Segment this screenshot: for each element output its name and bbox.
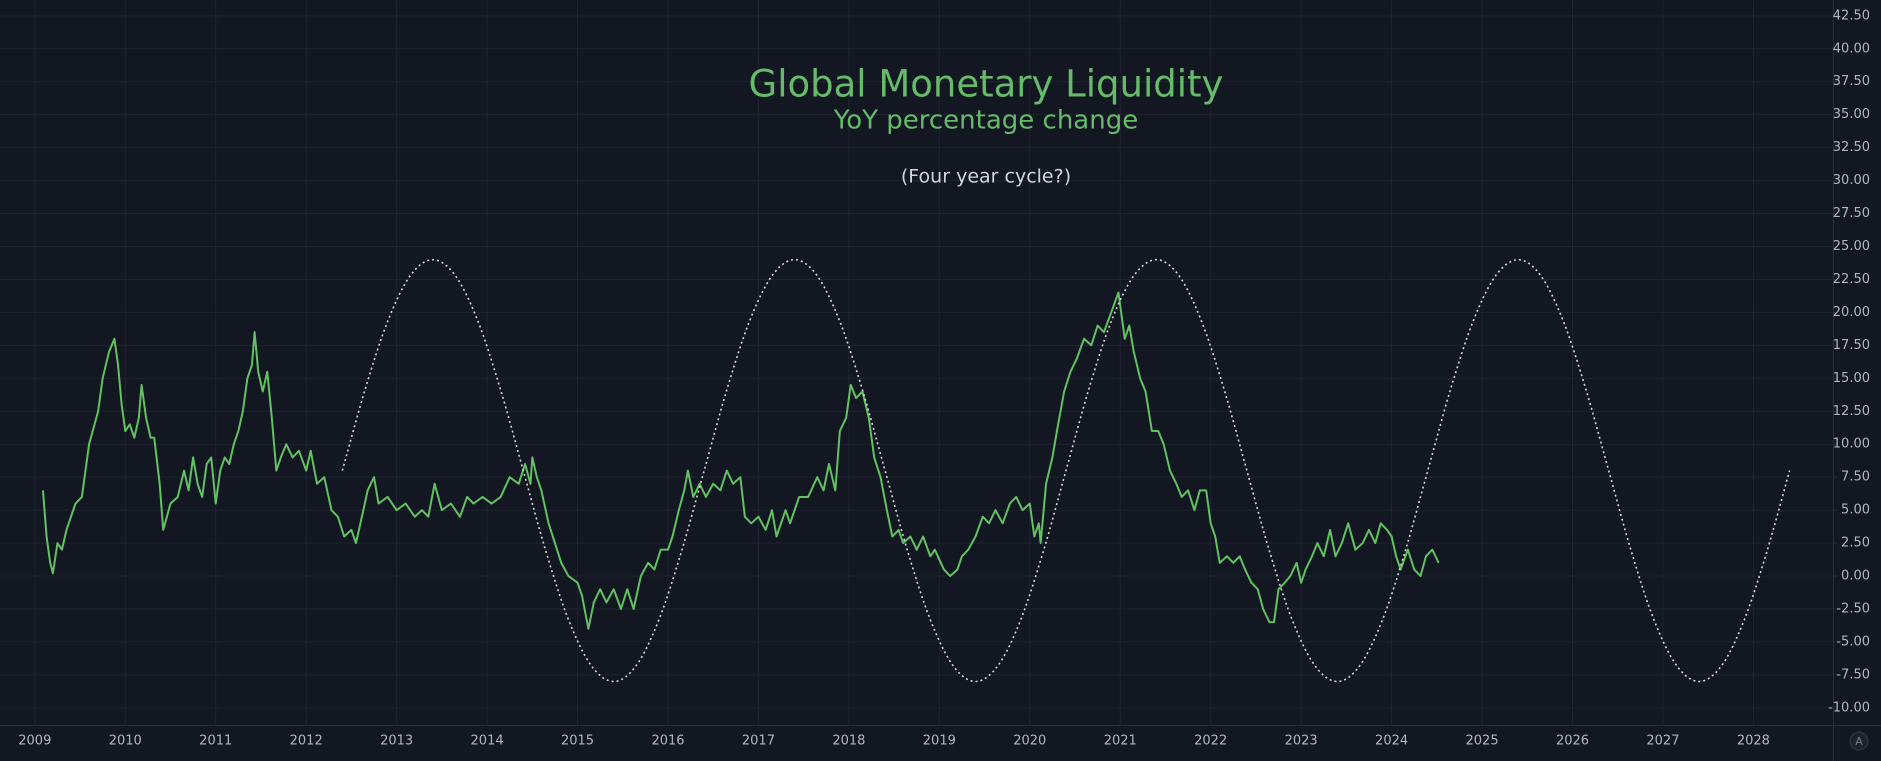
x-tick-label: 2020 [1013,734,1046,749]
x-tick-label: 2019 [923,734,956,749]
x-tick-label: 2018 [832,734,865,749]
y-tick-label: -2.50 [1836,602,1870,617]
y-tick-label: 30.00 [1833,173,1870,188]
y-tick-label: 0.00 [1841,569,1870,584]
y-tick-label: 17.50 [1833,338,1870,353]
axes: -10.00 -7.50 -5.00 -2.50 0.00 2.50 5.00 7.50 10.… [18,8,1870,748]
x-tick-label: 2015 [561,734,594,749]
y-tick-label: 37.50 [1833,74,1870,89]
auto-scale-button[interactable]: A [1855,735,1863,748]
y-tick-label: 27.50 [1833,206,1870,221]
y-tick-label: 5.00 [1841,503,1870,518]
x-tick-label: 2025 [1466,734,1499,749]
x-tick-label: 2026 [1556,734,1589,749]
x-tick-label: 2022 [1194,734,1227,749]
y-tick-label: 35.00 [1833,107,1870,122]
x-tick-label: 2011 [199,734,232,749]
y-tick-label: 10.00 [1833,437,1870,452]
y-tick-label: 2.50 [1841,536,1870,551]
x-tick-label: 2017 [742,734,775,749]
y-tick-label: 42.50 [1833,8,1870,23]
y-tick-label: 12.50 [1833,404,1870,419]
y-tick-label: 32.50 [1833,140,1870,155]
y-tick-label: 7.50 [1841,470,1870,485]
x-tick-label: 2010 [109,734,142,749]
x-tick-label: 2021 [1104,734,1137,749]
x-tick-label: 2013 [380,734,413,749]
y-tick-label: 22.50 [1833,272,1870,287]
grid [0,0,1833,725]
auto-scale-button-bg[interactable] [1849,731,1869,751]
data-line [41,291,1440,630]
y-tick-label: -5.00 [1836,634,1870,649]
x-tick-label: 2028 [1737,734,1770,749]
y-tick-label: 40.00 [1833,41,1870,56]
chart-title: Global Monetary Liquidity [749,63,1224,106]
annotation: (Four year cycle?) [901,166,1071,188]
y-tick-label: -7.50 [1836,667,1870,682]
y-tick-label: 25.00 [1833,239,1870,254]
y-tick-label: 15.00 [1833,371,1870,386]
y-tick-label: -10.00 [1828,700,1870,715]
x-tick-label: 2012 [290,734,323,749]
x-tick-label: 2016 [651,734,684,749]
plot-area [41,258,1791,683]
x-tick-label: 2014 [471,734,504,749]
x-tick-label: 2009 [18,734,51,749]
x-tick-label: 2023 [1285,734,1318,749]
chart-subtitle: YoY percentage change [833,106,1138,136]
cycle-line [341,258,1791,683]
x-tick-label: 2027 [1646,734,1679,749]
x-tick-label: 2024 [1375,734,1408,749]
y-tick-label: 20.00 [1833,305,1870,320]
